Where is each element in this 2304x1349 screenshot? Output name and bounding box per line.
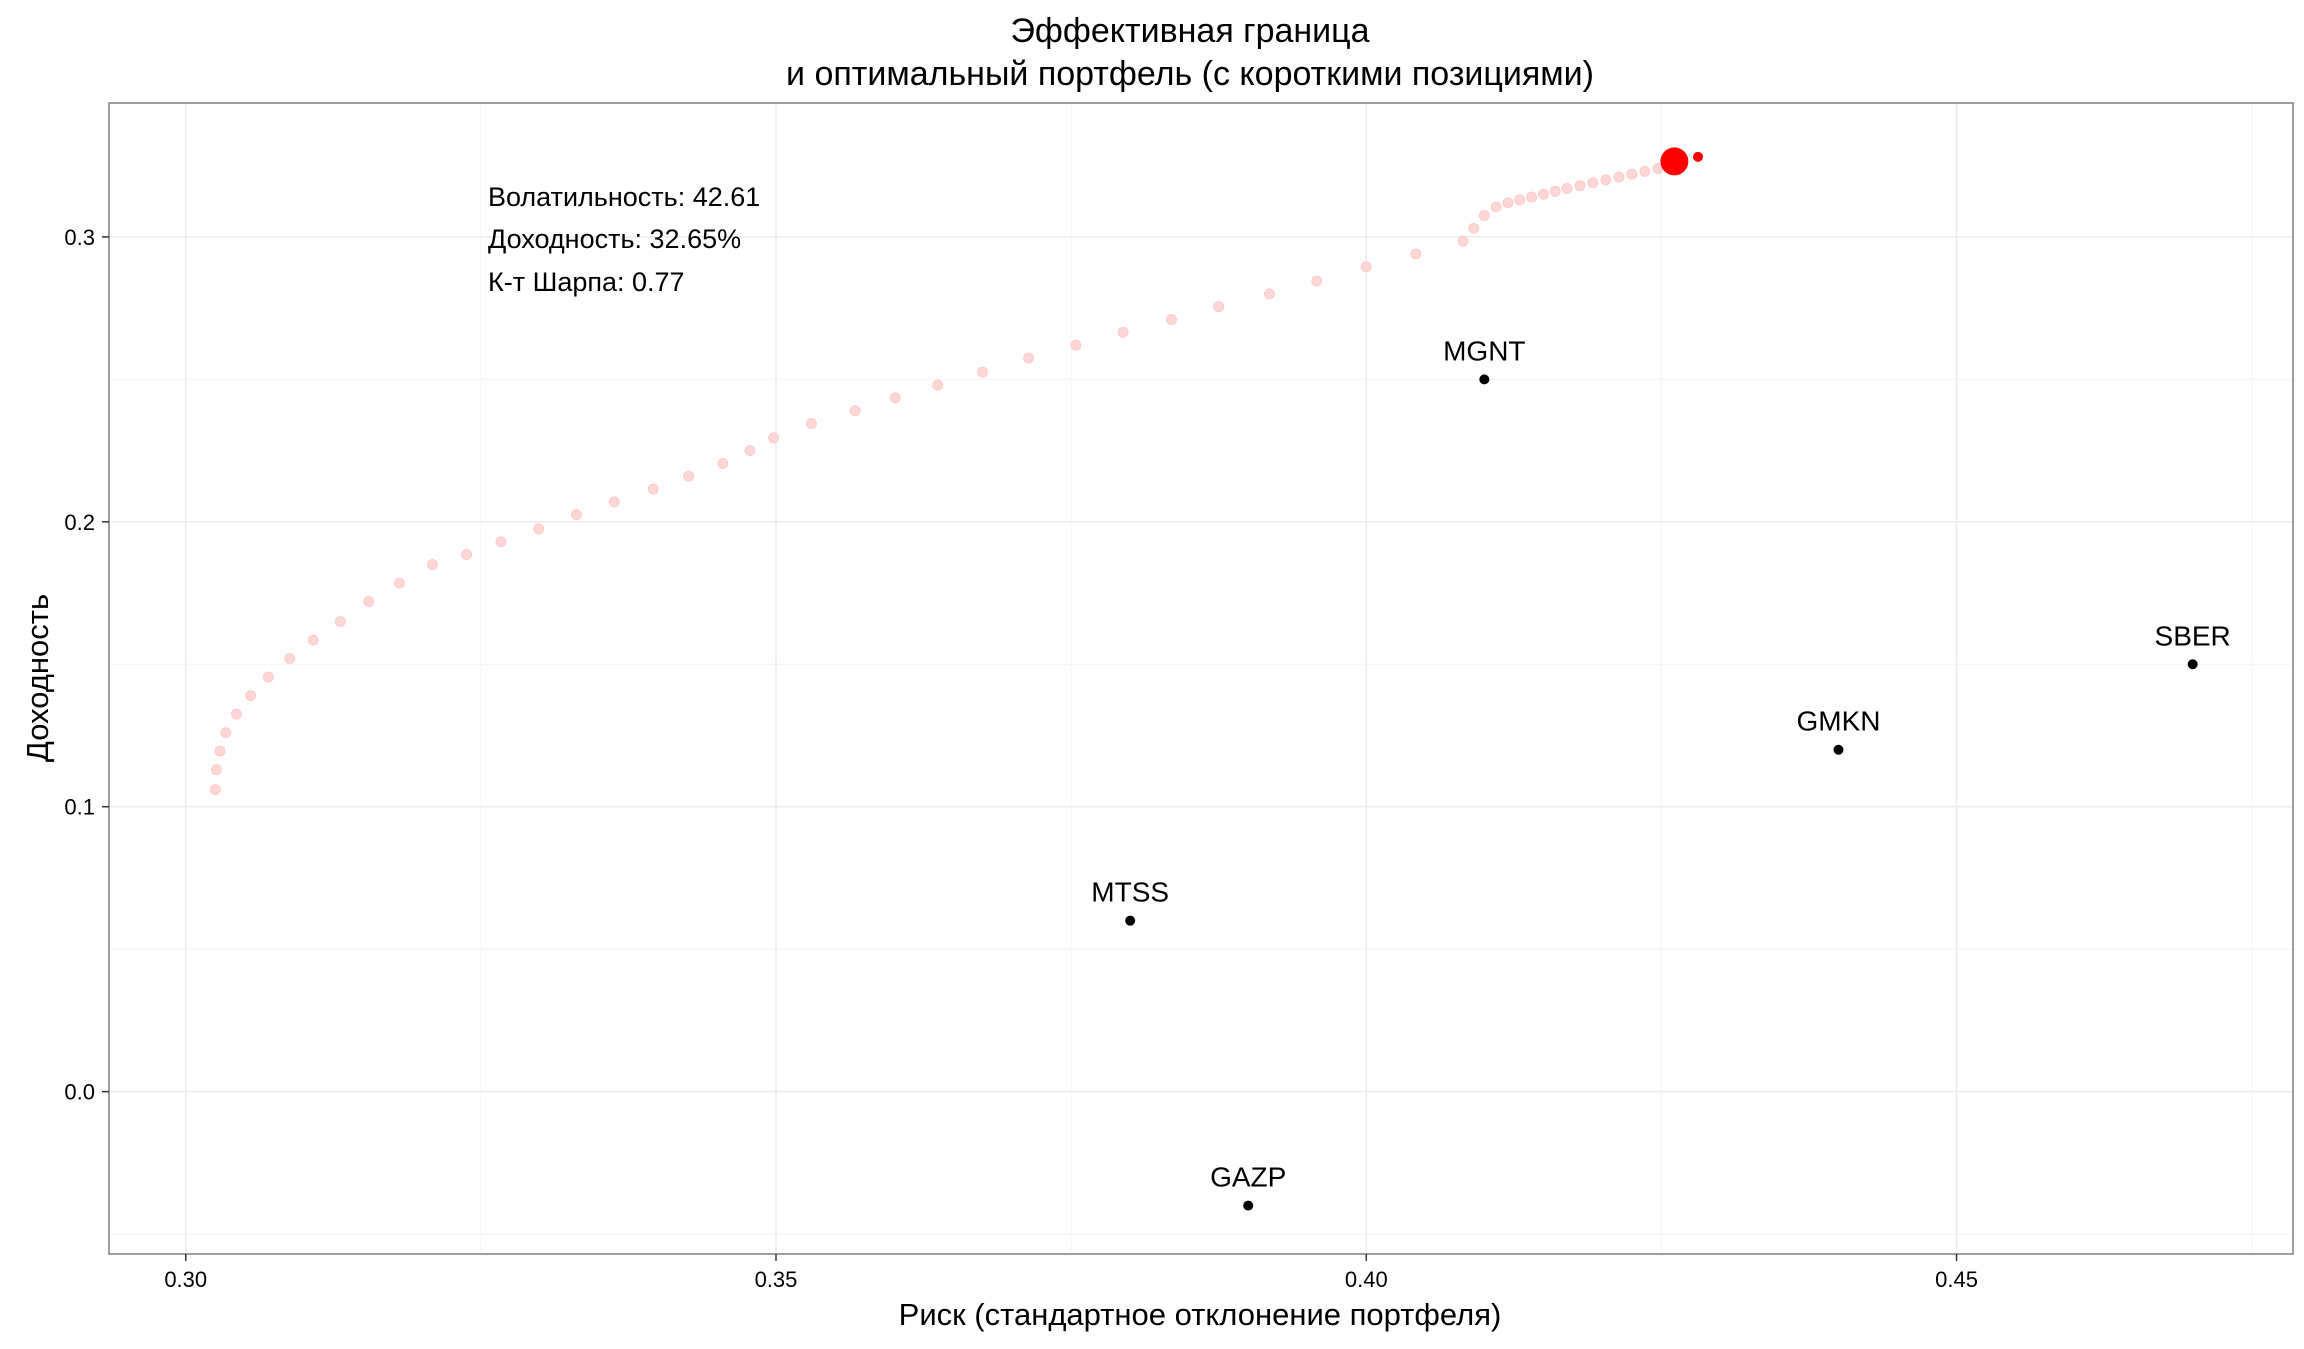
y-tick-label: 0.2 bbox=[64, 510, 95, 535]
frontier-point bbox=[717, 457, 729, 469]
asset-point bbox=[2187, 659, 2198, 670]
y-axis-title: Доходность bbox=[20, 594, 55, 762]
frontier-point bbox=[1514, 194, 1526, 206]
frontier-point bbox=[427, 559, 438, 570]
frontier-point bbox=[1213, 301, 1225, 313]
frontier-point bbox=[334, 616, 346, 627]
frontier-point bbox=[1549, 185, 1561, 197]
frontier-point bbox=[1478, 210, 1490, 221]
frontier-point bbox=[1490, 201, 1502, 213]
frontier-point bbox=[220, 727, 232, 739]
x-tick-label: 0.45 bbox=[1935, 1267, 1978, 1292]
asset-point bbox=[1479, 374, 1490, 385]
frontier-point bbox=[262, 671, 274, 683]
frontier-point bbox=[1537, 188, 1549, 200]
frontier-point bbox=[768, 432, 780, 444]
frontier-point bbox=[363, 596, 375, 607]
frontier-point bbox=[209, 784, 221, 796]
frontier-point bbox=[744, 445, 756, 456]
x-tick-label: 0.40 bbox=[1345, 1267, 1388, 1292]
y-tick-label: 0.3 bbox=[64, 225, 95, 250]
annotation-sharpe: К-т Шарпа: 0.77 bbox=[488, 267, 685, 297]
frontier-point bbox=[1360, 261, 1372, 273]
asset-point bbox=[1125, 915, 1136, 926]
frontier-point bbox=[214, 745, 226, 757]
grid-lines bbox=[109, 103, 2293, 1254]
frontier-point bbox=[1600, 174, 1612, 186]
optimal-portfolio-point bbox=[1660, 147, 1689, 176]
frontier-point bbox=[1166, 314, 1177, 325]
chart-title-line-2: и оптимальный портфель (с короткими пози… bbox=[786, 55, 1594, 93]
frontier-point bbox=[806, 418, 817, 429]
frontier-point bbox=[1468, 222, 1480, 234]
frontier-point bbox=[211, 764, 222, 776]
frontier-point bbox=[608, 496, 620, 508]
frontier-point bbox=[307, 634, 319, 646]
x-tick-label: 0.30 bbox=[164, 1267, 207, 1292]
frontier-point bbox=[849, 405, 861, 417]
frontier-point bbox=[245, 690, 257, 701]
frontier-point bbox=[394, 577, 405, 589]
x-axis-title: Риск (стандартное отклонение портфеля) bbox=[899, 1297, 1502, 1332]
frontier-point bbox=[647, 483, 659, 495]
frontier-point bbox=[1023, 352, 1035, 364]
frontier-point bbox=[1561, 183, 1573, 194]
annotation-return: Доходность: 32.65% bbox=[488, 224, 741, 254]
frontier-point bbox=[284, 653, 296, 664]
frontier-point bbox=[1639, 165, 1651, 177]
asset-series: MGNT SBER GMKN MTSS GAZP bbox=[1091, 335, 2231, 1211]
frontier-point bbox=[495, 536, 507, 548]
frontier-point bbox=[1117, 326, 1129, 338]
frontier-point bbox=[1526, 191, 1537, 203]
asset-label: GMKN bbox=[1796, 706, 1880, 737]
frontier-point bbox=[889, 392, 901, 404]
axes: 0.30 0.35 0.40 0.45 0.0 0.1 0.2 0.3 bbox=[64, 102, 2294, 1292]
optimal-neighbor-point bbox=[1693, 151, 1704, 162]
asset-point bbox=[1243, 1200, 1254, 1211]
frontier-point bbox=[1311, 275, 1323, 287]
asset-label: MTSS bbox=[1091, 877, 1169, 908]
frontier-point bbox=[932, 379, 944, 391]
frontier-point bbox=[571, 509, 582, 521]
panel-background bbox=[109, 103, 2293, 1254]
frontier-point bbox=[683, 470, 695, 482]
frontier-point bbox=[1574, 180, 1586, 192]
stats-annotation: Волатильность: 42.61 Доходность: 32.65% … bbox=[488, 182, 760, 297]
asset-point bbox=[1833, 744, 1844, 755]
y-tick-label: 0.1 bbox=[64, 795, 95, 820]
chart-title-line-1: Эффективная граница bbox=[1010, 12, 1369, 50]
frontier-point bbox=[1410, 248, 1422, 260]
frontier-point bbox=[1457, 235, 1469, 247]
frontier-point bbox=[1070, 339, 1082, 351]
frontier-point bbox=[231, 708, 242, 720]
frontier-series bbox=[209, 160, 1673, 796]
frontier-point bbox=[1626, 168, 1638, 180]
asset-label: MGNT bbox=[1443, 335, 1525, 366]
frontier-point bbox=[1613, 171, 1625, 183]
plot-panel bbox=[109, 103, 2293, 1254]
asset-label: SBER bbox=[2155, 620, 2231, 651]
panel-border bbox=[108, 102, 2294, 1255]
frontier-point bbox=[1502, 197, 1514, 209]
optimal-portfolio bbox=[1660, 147, 1704, 176]
y-tick-label: 0.0 bbox=[64, 1080, 95, 1105]
frontier-point bbox=[1587, 177, 1599, 189]
frontier-point bbox=[1264, 288, 1275, 300]
frontier-point bbox=[461, 549, 473, 560]
x-tick-label: 0.35 bbox=[755, 1267, 798, 1292]
frontier-point bbox=[977, 366, 988, 378]
annotation-volatility: Волатильность: 42.61 bbox=[488, 182, 760, 212]
frontier-point bbox=[533, 523, 545, 535]
asset-label: GAZP bbox=[1210, 1162, 1286, 1193]
